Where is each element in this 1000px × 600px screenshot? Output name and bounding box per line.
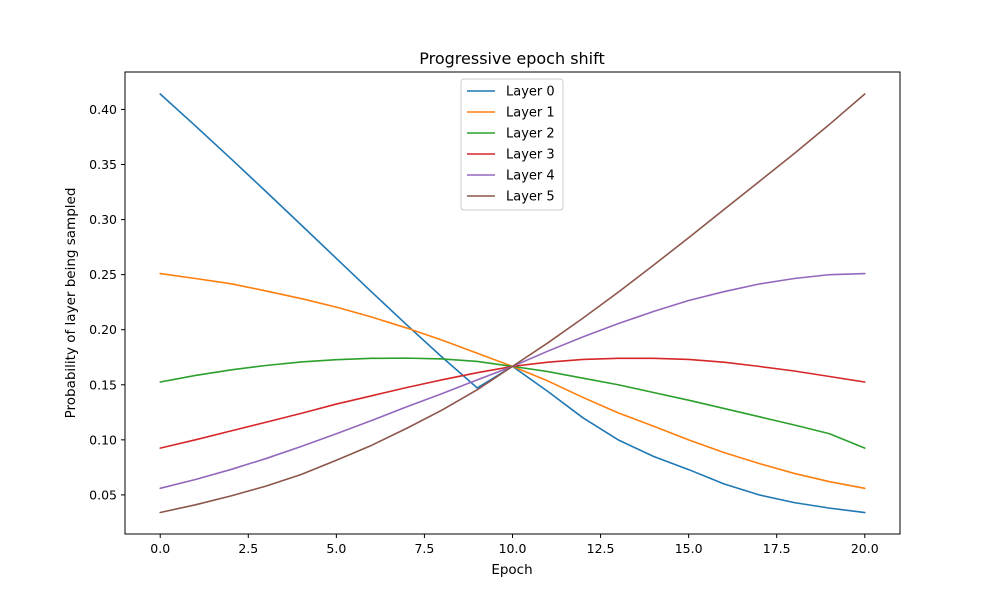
x-tick-label: 17.5 [763,541,791,556]
x-axis: 0.0 2.5 5.0 7.5 10.0 12.5 15.0 17.5 20.0 [150,534,879,556]
y-axis-label: Probability of layer being sampled [63,188,79,419]
x-tick-label: 20.0 [851,541,879,556]
y-tick-label: 0.15 [89,377,117,392]
y-tick-label: 0.10 [89,432,117,447]
x-axis-label: Epoch [491,562,532,578]
y-tick-label: 0.20 [89,322,117,337]
plot-area-frame [124,71,901,535]
legend-label-layer-2: Layer 2 [506,127,555,142]
y-tick-label: 0.30 [89,212,117,227]
y-tick-label: 0.40 [89,102,117,117]
x-tick-label: 7.5 [414,541,434,556]
chart-title: Progressive epoch shift [419,49,604,68]
legend: Layer 0 Layer 1 Layer 2 Layer 3 Layer 4 Layer… [460,78,564,211]
x-tick-label: 5.0 [326,541,346,556]
x-tick-label: 2.5 [238,541,258,556]
series-line-layer-5 [159,93,866,514]
legend-label-layer-4: Layer 4 [506,169,555,184]
series-lines [159,93,866,514]
x-tick-label: 0.0 [150,541,170,556]
y-axis: 0.05 0.10 0.15 0.20 0.25 0.30 0.35 0.40 [89,102,125,502]
x-tick-label: 12.5 [587,541,615,556]
legend-label-layer-3: Layer 3 [506,148,555,163]
legend-label-layer-1: Layer 1 [506,106,555,121]
x-tick-label: 15.0 [675,541,703,556]
legend-label-layer-5: Layer 5 [506,190,555,205]
legend-label-layer-0: Layer 0 [506,85,555,100]
x-tick-label: 10.0 [499,541,527,556]
y-tick-label: 0.25 [89,267,117,282]
y-tick-label: 0.05 [89,487,117,502]
y-tick-label: 0.35 [89,157,117,172]
